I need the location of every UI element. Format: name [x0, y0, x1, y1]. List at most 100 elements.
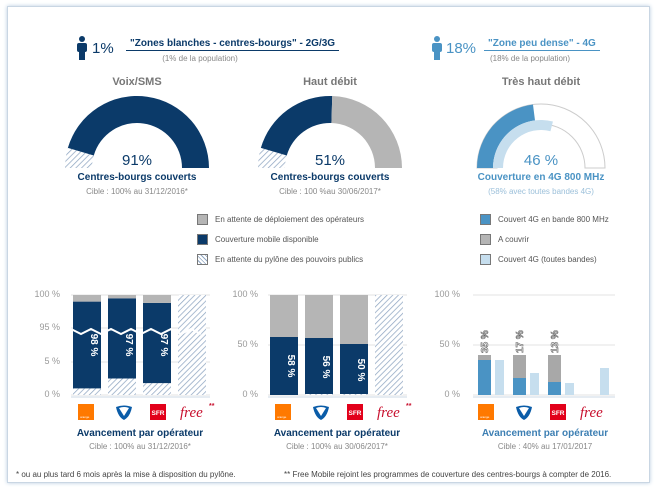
- free-logo: free: [377, 405, 400, 421]
- bar-segment-sfr: [340, 295, 368, 344]
- bar-segment-sfr: [340, 344, 368, 394]
- free-logo: free: [580, 405, 603, 421]
- bar-segment-orange: [270, 337, 298, 395]
- bar-segment-bouygues-telecom: [305, 338, 333, 394]
- free-footnote-mark: **: [406, 403, 412, 410]
- gauge-value-voix-sms: 91%: [121, 152, 153, 169]
- bar-segment-free: [375, 295, 403, 395]
- gauge-segment-waiting: [331, 96, 402, 168]
- bar-data-label: 50 %: [355, 359, 366, 382]
- gauge-value-tres-haut-debit: 46 %: [523, 152, 559, 169]
- legend-swatch-blue: [480, 214, 491, 225]
- bar-segment-orange: [270, 295, 298, 337]
- legend-swatch-lightblue: [480, 254, 491, 265]
- footnote-1: * ou au plus tard 6 mois après la mise à…: [16, 470, 236, 479]
- legend-item: A couvrir: [480, 234, 609, 245]
- gauge-target-haut-debit: Cible : 100 %au 30/06/2017*: [279, 187, 381, 196]
- bar-data-label: 97 %: [123, 334, 134, 357]
- chart-target-haut-debit: Cible : 100% au 30/06/2017*: [286, 442, 388, 451]
- bar-segment-orange: [73, 388, 101, 395]
- legend-item: Couverture mobile disponible: [197, 234, 364, 245]
- zone-peu-dense-subtitle: (18% de la population): [489, 54, 571, 63]
- bar-all-bands: [600, 368, 609, 395]
- sfr-logo-text: SFR: [349, 410, 362, 417]
- bar-segment-800mhz: [548, 382, 561, 395]
- legend-item: Couvert 4G en bande 800 MHz: [480, 214, 609, 225]
- free-footnote-mark: **: [209, 403, 215, 410]
- bouygues-logo-swirl: [316, 407, 326, 416]
- bar-segment-a-couvrir: [548, 355, 561, 382]
- gauge-segment-covered: [260, 96, 333, 156]
- y-tick-label: 95 %: [39, 322, 60, 332]
- orange-logo: [78, 404, 94, 420]
- gauge-segment-pylone: [65, 147, 94, 168]
- gauge-segment-pylone: [258, 147, 287, 168]
- y-tick-label: 5 %: [44, 356, 60, 366]
- person-icon: [432, 36, 442, 60]
- sfr-logo: [347, 404, 363, 420]
- bar-segment-sfr: [143, 302, 171, 384]
- orange-logo: [275, 404, 291, 420]
- bar-segment-bouygues-telecom: [108, 295, 136, 299]
- bar-segment-sfr: [340, 394, 368, 395]
- bar-segment-bouygues-telecom: [108, 378, 136, 395]
- infographic-frame: [7, 6, 650, 483]
- chart-caption-haut-debit: Avancement par opérateur: [273, 428, 401, 439]
- y-tick-label: 50 %: [439, 339, 460, 349]
- legend-label: Couvert 4G (toutes bandes): [498, 255, 597, 264]
- chart-caption-voix-sms: Avancement par opérateur: [76, 428, 204, 439]
- gauge-segment-800mhz: [477, 104, 535, 168]
- sfr-logo: [550, 404, 566, 420]
- gauge-segment-covered: [67, 95, 209, 168]
- bar-all-bands: [495, 360, 504, 395]
- legend-left: En attente de déploiement des opérateurs…: [197, 214, 364, 265]
- legend-item: Couvert 4G (toutes bandes): [480, 254, 609, 265]
- y-tick-label: 100 %: [232, 289, 258, 299]
- y-tick-label: 100 %: [34, 289, 60, 299]
- bar-data-label: 98 %: [88, 334, 99, 357]
- zones-blanches-title: "Zones blanches - centres-bourgs" - 2G/3…: [126, 38, 340, 51]
- axis-break-line: [70, 327, 202, 336]
- sfr-logo-text: SFR: [152, 410, 165, 417]
- zone-peu-dense-title: "Zone peu dense" - 4G: [484, 38, 600, 51]
- bar-segment-bouygues-telecom: [305, 295, 333, 338]
- orange-logo: [478, 404, 494, 420]
- legend-swatch-grey: [197, 214, 208, 225]
- bar-segment-free: [178, 295, 206, 395]
- bar-segment-orange: [73, 295, 101, 302]
- legend-item: En attente du pylône des pouvoirs public…: [197, 254, 364, 265]
- legend-swatch-hatch: [197, 254, 208, 265]
- bar-data-label: 13 %: [550, 330, 561, 353]
- y-tick-label: 0 %: [242, 389, 258, 399]
- y-tick-label: 100 %: [434, 289, 460, 299]
- person-icon: [77, 36, 87, 60]
- bar-segment-bouygues-telecom: [305, 394, 333, 395]
- chart-target-tres-haut-debit: Cible : 40% au 17/01/2017: [497, 442, 593, 451]
- chart-caption-tres-haut-debit: Avancement par opérateur: [481, 428, 609, 439]
- bar-segment-a-couvrir: [513, 355, 526, 378]
- population-percent-left: 1%: [92, 40, 114, 57]
- legend-right: Couvert 4G en bande 800 MHz A couvrir Co…: [480, 214, 609, 265]
- legend-item: En attente de déploiement des opérateurs: [197, 214, 364, 225]
- bar-data-label: 35 %: [480, 330, 491, 353]
- bar-segment-orange: [73, 301, 101, 389]
- legend-swatch-dark: [197, 234, 208, 245]
- gauge-title-voix-sms: Voix/SMS: [112, 76, 162, 88]
- gauge-target-tres-haut-debit: (58% avec toutes bandes 4G): [488, 187, 594, 196]
- footnote-2: ** Free Mobile rejoint les programmes de…: [284, 470, 612, 479]
- bar-segment-sfr: [143, 383, 171, 395]
- gauge-value-haut-debit: 51%: [314, 152, 346, 169]
- legend-label: Couverture mobile disponible: [215, 235, 319, 244]
- legend-label: En attente de déploiement des opérateurs: [215, 215, 364, 224]
- bar-all-bands: [565, 383, 574, 395]
- gauge-caption-tres-haut-debit: Couverture en 4G 800 MHz: [477, 172, 605, 183]
- bar-segment-bouygues-telecom: [108, 298, 136, 379]
- gauge-segment-all-bands: [493, 120, 553, 168]
- bar-data-label: 97 %: [158, 334, 169, 357]
- bar-segment-800mhz: [513, 378, 526, 395]
- legend-swatch-grey: [480, 234, 491, 245]
- gauge-caption-haut-debit: Centres-bourgs couverts: [270, 172, 390, 183]
- gauge-title-tres-haut-debit: Très haut débit: [501, 76, 581, 88]
- legend-label: A couvrir: [498, 235, 530, 244]
- y-tick-label: 0 %: [444, 389, 460, 399]
